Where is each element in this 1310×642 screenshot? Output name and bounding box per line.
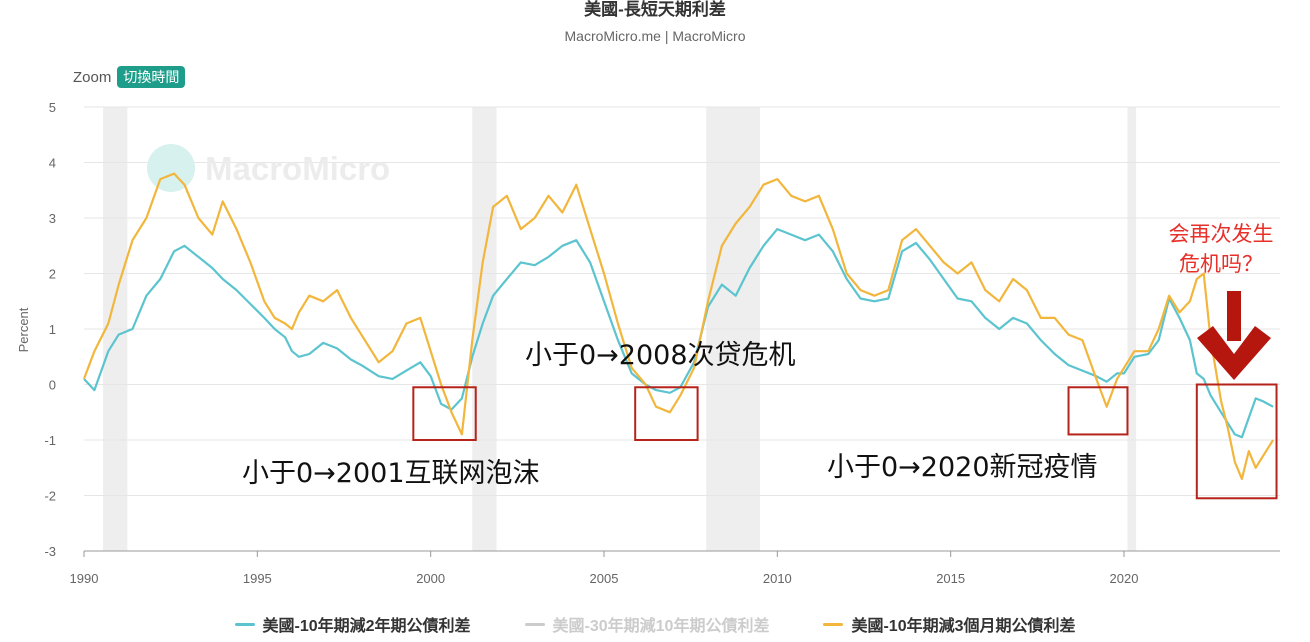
annotation-question-line2: 危机吗？ (1179, 252, 1263, 276)
y-tick-label: 2 (49, 267, 56, 282)
annotation-dotcom: 小于0→2001互联网泡沫 (242, 458, 540, 489)
watermark-logo-icon (147, 144, 195, 192)
annotation-question-line1: 会再次发生 (1169, 222, 1274, 246)
x-tick-label: 1995 (243, 571, 272, 586)
zoom-label: Zoom (73, 68, 112, 86)
zoom-controls: Zoom 切換時間 (73, 66, 186, 88)
down-arrow-head-icon (1197, 326, 1271, 380)
annotation-covid: 小于0→2020新冠疫情 (827, 452, 1098, 483)
legend-swatch-30y-10y (524, 622, 545, 626)
highlight-box-0 (412, 386, 477, 441)
legend-label-10y-3m: 美國-10年期減3個月期公債利差 (851, 618, 1076, 635)
highlight-box-2 (1067, 386, 1129, 436)
chart-subtitle: MacroMicro.me | MacroMicro (564, 28, 746, 44)
y-tick-label: 0 (49, 378, 56, 393)
y-tick-label: -3 (44, 544, 56, 559)
annotation-subprime: 小于0→2008次贷危机 (525, 340, 796, 371)
legend-swatch-10y-3m (823, 622, 844, 626)
y-tick-label: 5 (49, 100, 56, 115)
y-axis-label: Percent (16, 307, 31, 352)
series-line-2 (82, 172, 1275, 480)
y-tick-label: -1 (44, 433, 56, 448)
chart-title: 美國-長短天期利差 (584, 0, 726, 19)
legend-label-30y-10y: 美國-30年期減10年期公債利差 (552, 618, 770, 635)
y-tick-label: 4 (49, 156, 56, 171)
y-tick-label: 3 (49, 211, 56, 226)
legend-item-30y-10y[interactable]: 美國-30年期減10年期公債利差 (524, 612, 770, 636)
x-tick-label: 2020 (1110, 571, 1139, 586)
toggle-time-button[interactable]: 切換時間 (117, 66, 186, 88)
highlight-box-3 (1195, 383, 1278, 500)
legend-label-10y-2y: 美國-10年期減2年期公債利差 (262, 618, 471, 635)
x-tick-label: 2015 (936, 571, 965, 586)
legend-swatch-10y-2y (234, 622, 255, 626)
legend-item-10y-3m[interactable]: 美國-10年期減3個月期公債利差 (823, 612, 1076, 636)
x-tick-label: 1990 (70, 571, 99, 586)
y-tick-label: 1 (49, 322, 56, 337)
x-tick-label: 2010 (763, 571, 792, 586)
series-line-0 (83, 228, 1274, 439)
y-tick-label: -2 (44, 489, 56, 504)
legend-item-10y-2y[interactable]: 美國-10年期減2年期公債利差 (234, 612, 471, 636)
x-tick-label: 2000 (416, 571, 445, 586)
legend: 美國-10年期減2年期公債利差 美國-30年期減10年期公債利差 美國-10年期… (0, 612, 1310, 636)
x-tick-label: 2005 (590, 571, 619, 586)
down-arrow-shaft-icon (1227, 291, 1241, 341)
highlight-box-1 (634, 386, 699, 441)
spread-line-chart: 5 4 3 2 1 0 -1 -2 -3 1990 1995 2000 2005 2010 2015 2020… (16, 100, 1280, 586)
watermark-text: MacroMicro (205, 150, 390, 187)
